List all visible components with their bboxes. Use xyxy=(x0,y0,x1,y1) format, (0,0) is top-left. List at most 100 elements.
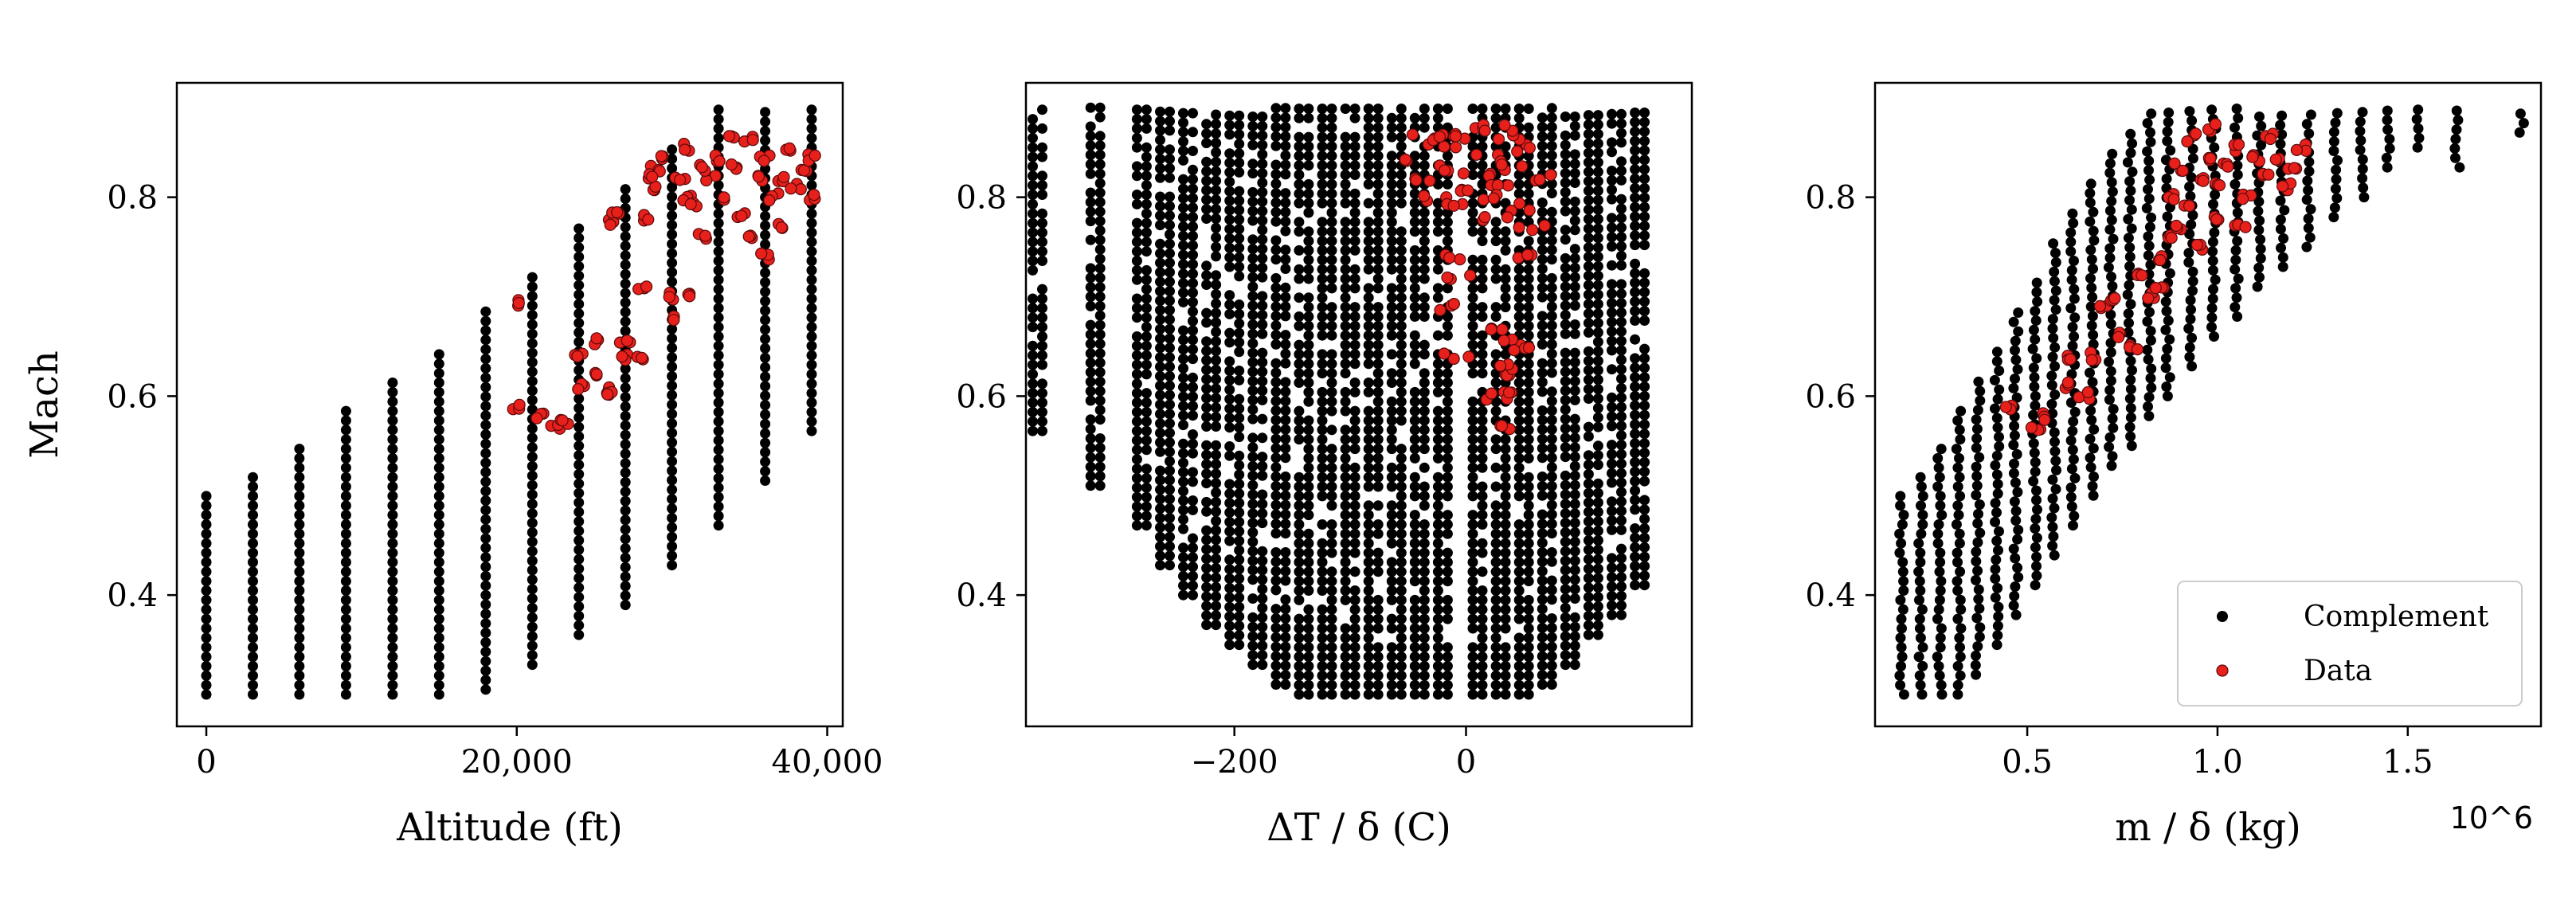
complement-point xyxy=(1363,141,1374,152)
complement-point xyxy=(1537,282,1548,293)
complement-point xyxy=(1607,137,1617,148)
complement-point xyxy=(1372,557,1384,568)
data-point xyxy=(775,221,788,234)
complement-point xyxy=(1317,425,1328,436)
complement-point xyxy=(1419,292,1430,303)
complement-point xyxy=(1165,248,1175,259)
complement-point xyxy=(1639,409,1650,421)
complement-point xyxy=(713,132,724,143)
complement-point xyxy=(1280,348,1291,359)
complement-point xyxy=(1442,481,1453,492)
complement-point xyxy=(1294,320,1305,331)
complement-point xyxy=(574,535,585,546)
complement-point xyxy=(1955,594,1966,605)
complement-point xyxy=(1340,283,1351,294)
complement-point xyxy=(2382,162,2393,173)
complement-point xyxy=(2514,127,2525,138)
complement-point xyxy=(1340,623,1351,634)
complement-point xyxy=(1349,434,1360,445)
complement-point xyxy=(1224,158,1235,168)
complement-point xyxy=(1490,236,1501,247)
complement-point xyxy=(2105,319,2116,330)
complement-point xyxy=(1583,289,1594,300)
complement-point xyxy=(1131,123,1142,134)
complement-point xyxy=(1247,366,1259,378)
complement-point xyxy=(433,434,444,445)
complement-point xyxy=(1639,504,1650,515)
complement-point xyxy=(1560,508,1571,519)
complement-point xyxy=(1280,330,1291,341)
complement-point xyxy=(2124,421,2136,432)
complement-point xyxy=(1094,366,1106,378)
complement-point xyxy=(527,404,538,415)
y-tick-label: 0.8 xyxy=(107,180,158,217)
complement-point xyxy=(1616,326,1627,337)
complement-point xyxy=(1386,519,1397,530)
complement-point xyxy=(1028,170,1038,182)
complement-point xyxy=(1349,283,1360,294)
complement-point xyxy=(1442,613,1453,624)
complement-point xyxy=(1326,236,1337,247)
complement-point xyxy=(2087,480,2098,491)
complement-point xyxy=(1583,365,1594,376)
complement-point xyxy=(1546,660,1557,671)
complement-point xyxy=(2103,262,2114,273)
complement-point xyxy=(1363,642,1374,653)
complement-point xyxy=(2104,252,2116,264)
complement-point xyxy=(1897,566,1909,577)
complement-point xyxy=(1188,495,1198,506)
complement-point xyxy=(1933,519,1944,530)
complement-point xyxy=(1386,472,1397,483)
complement-point xyxy=(1188,183,1198,194)
complement-point xyxy=(1546,651,1557,662)
complement-point xyxy=(1537,679,1548,690)
complement-point xyxy=(2143,401,2153,412)
complement-point xyxy=(1592,450,1603,461)
complement-point xyxy=(1247,244,1259,255)
complement-point xyxy=(2143,410,2155,421)
complement-point xyxy=(433,452,444,464)
complement-point xyxy=(1630,428,1641,440)
complement-point xyxy=(1372,642,1384,653)
complement-point xyxy=(1432,226,1443,237)
complement-point xyxy=(1500,604,1511,615)
complement-point xyxy=(1537,264,1548,274)
complement-point xyxy=(2252,281,2263,292)
complement-point xyxy=(1326,528,1337,539)
complement-point xyxy=(201,670,212,681)
complement-point xyxy=(1546,641,1557,652)
complement-point xyxy=(294,594,305,605)
complement-point xyxy=(1280,565,1291,577)
complement-point xyxy=(2008,600,2019,611)
complement-point xyxy=(1992,393,2003,405)
complement-point xyxy=(1523,491,1534,502)
complement-point xyxy=(1224,592,1235,603)
complement-point xyxy=(2049,503,2060,514)
complement-point xyxy=(1317,405,1328,417)
complement-point xyxy=(574,336,585,347)
complement-point xyxy=(1607,174,1617,186)
complement-point xyxy=(1340,444,1351,455)
complement-point xyxy=(1224,299,1235,310)
complement-point xyxy=(1340,452,1351,464)
complement-point xyxy=(1247,650,1259,661)
complement-point xyxy=(1155,342,1165,354)
complement-point xyxy=(2087,292,2098,303)
complement-point xyxy=(1490,642,1501,653)
complement-point xyxy=(574,516,585,527)
complement-point xyxy=(1569,130,1580,141)
complement-point xyxy=(1537,358,1548,369)
complement-point xyxy=(1513,302,1525,313)
complement-point xyxy=(1211,487,1222,498)
complement-point xyxy=(1396,112,1407,123)
complement-point xyxy=(1349,378,1360,388)
complement-point xyxy=(1951,519,1962,530)
complement-point xyxy=(2047,493,2058,504)
complement-point xyxy=(1247,621,1259,632)
complement-point xyxy=(2013,326,2024,337)
complement-point xyxy=(1317,160,1328,171)
complement-point xyxy=(1224,564,1235,575)
complement-point xyxy=(1432,623,1443,634)
complement-point xyxy=(1349,131,1360,143)
complement-point xyxy=(1247,205,1259,217)
